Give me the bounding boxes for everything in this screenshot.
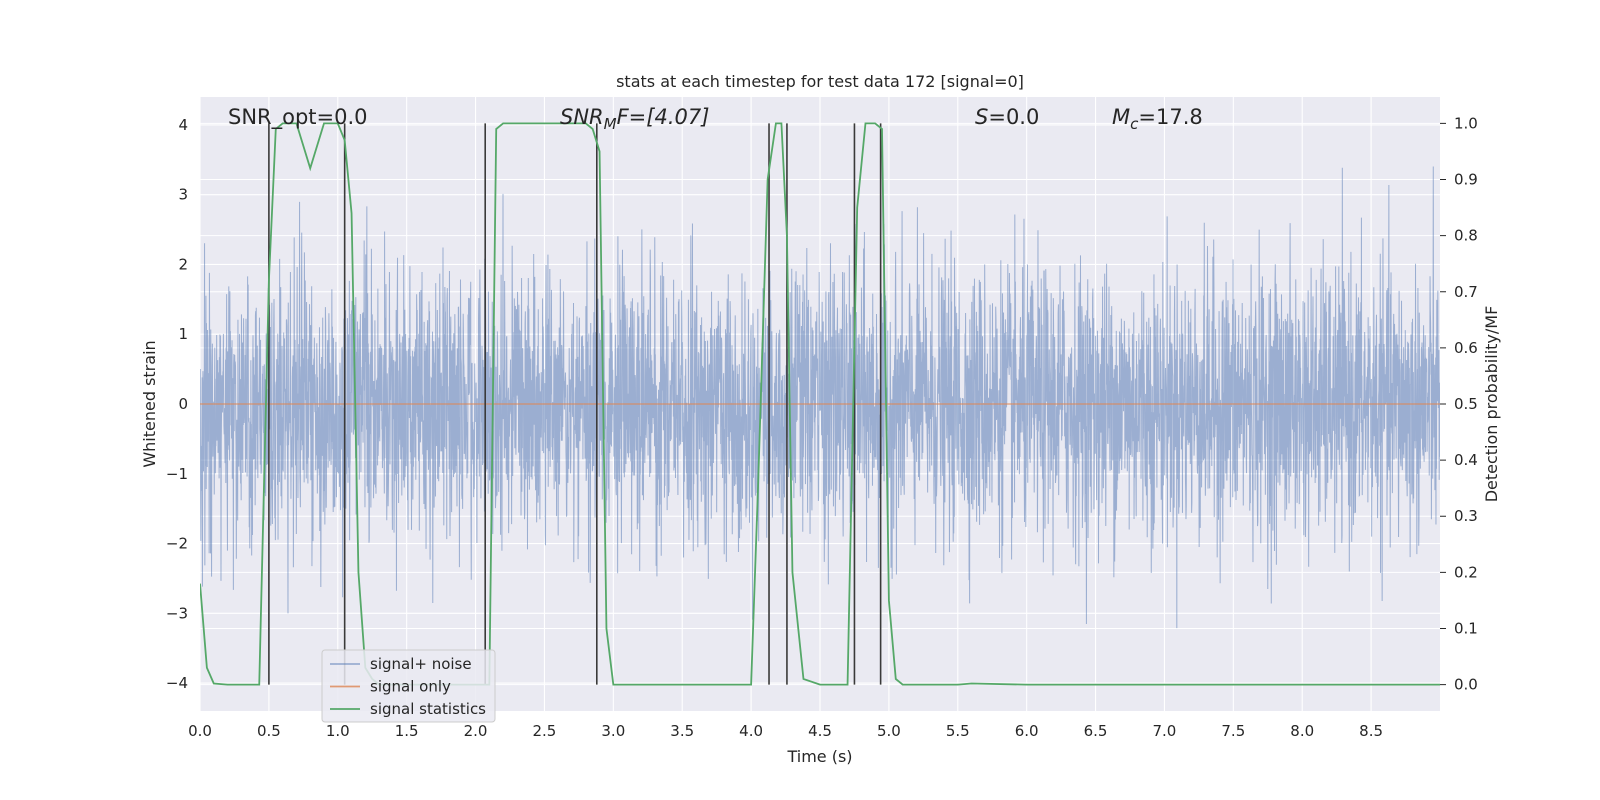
annotation-mc: Mc=17.8 [1112, 105, 1203, 133]
event-lines [268, 123, 882, 685]
x-tick-label: 4.0 [739, 722, 763, 740]
y-tick-label: −4 [166, 674, 188, 692]
y2-tick-label: 0.0 [1454, 676, 1478, 694]
y2-axis-label: Detection probability/MF [1482, 306, 1501, 503]
y-tick-label: −1 [166, 465, 188, 483]
y-tick-label: −3 [166, 604, 188, 622]
x-tick-label: 8.5 [1359, 722, 1383, 740]
y-tick-label: −2 [166, 535, 188, 553]
chart-title: stats at each timestep for test data 172… [616, 72, 1024, 91]
annotation-mc-subscript: c [1130, 115, 1139, 133]
y2-tick-label: 0.4 [1454, 451, 1478, 469]
x-axis-label: Time (s) [786, 747, 852, 766]
annotation-snr-mf-value: F=[4.07] [617, 105, 710, 129]
y2-tick-label: 0.6 [1454, 339, 1478, 357]
x-tick-label: 1.0 [326, 722, 350, 740]
plot-content [200, 122, 1440, 686]
x-tick-label: 5.5 [946, 722, 970, 740]
x-tick-label: 4.5 [808, 722, 832, 740]
legend-box [321, 649, 496, 723]
x-tick-label: 8.0 [1290, 722, 1314, 740]
legend-label-signal-only: signal only [370, 678, 451, 696]
annotation-s: S=0.0 [975, 105, 1039, 129]
y-tick-label: 3 [178, 186, 188, 204]
annotation-snr-mf-subscript: M [604, 115, 617, 133]
y-axis-label: Whitened strain [140, 340, 159, 467]
annotation-s-value: =0.0 [988, 105, 1039, 129]
y2-tick-label: 0.9 [1454, 171, 1478, 189]
legend-label-signal-statistics: signal statistics [370, 700, 486, 718]
x-tick-label: 2.5 [533, 722, 557, 740]
x-tick-label: 0.0 [188, 722, 212, 740]
y2-tick-label: 0.1 [1454, 619, 1478, 637]
y2-tick-label: 0.7 [1454, 283, 1478, 301]
y-tick-label: 1 [178, 325, 188, 343]
annotation-snr-mf-symbol: SNR [560, 105, 604, 129]
y2-tick-label: 0.3 [1454, 507, 1478, 525]
x-tick-label: 1.5 [395, 722, 419, 740]
x-tick-label: 5.0 [877, 722, 901, 740]
x-tick-label: 7.0 [1153, 722, 1177, 740]
y2-tick-label: 0.2 [1454, 563, 1478, 581]
y-tick-label: 0 [178, 395, 188, 413]
x-axis-ticks: 0.0 0.5 1.0 1.5 2.0 2.5 3.0 3.5 4.0 4.5 5.0 5.5 6.0 6… [188, 722, 1383, 740]
y2-tick-label: 0.8 [1454, 227, 1478, 245]
y-tick-label: 4 [178, 116, 188, 134]
x-tick-label: 6.0 [1015, 722, 1039, 740]
series-signal-noise [200, 166, 1440, 629]
y2-tick-label: 0.5 [1454, 395, 1478, 413]
y2-axis-ticks: 1.0 0.9 0.8 0.7 0.6 0.5 0.4 0.3 0.2 0.1 0.0 [1440, 114, 1478, 694]
series-signal-statistics [200, 122, 1440, 686]
annotation-snr-opt: SNR_opt=0.0 [228, 105, 368, 130]
x-tick-label: 2.0 [464, 722, 488, 740]
x-tick-label: 7.5 [1221, 722, 1245, 740]
x-tick-label: 3.0 [601, 722, 625, 740]
y-tick-label: 2 [178, 255, 188, 273]
legend: signal+ noise signal only signal statist… [321, 649, 496, 723]
x-tick-label: 0.5 [257, 722, 281, 740]
legend-label-signal-noise: signal+ noise [370, 655, 472, 673]
annotation-snr-mf: SNRMF=[4.07] [560, 105, 709, 133]
annotation-s-symbol: S [975, 105, 988, 129]
annotation-mc-symbol: M [1112, 105, 1130, 129]
x-tick-label: 6.5 [1084, 722, 1108, 740]
y2-tick-label: 1.0 [1454, 114, 1478, 132]
x-tick-label: 3.5 [670, 722, 694, 740]
y-axis-ticks: 4 3 2 1 0 −1 −2 −3 −4 [166, 116, 188, 692]
annotation-mc-value: =17.8 [1138, 105, 1202, 129]
